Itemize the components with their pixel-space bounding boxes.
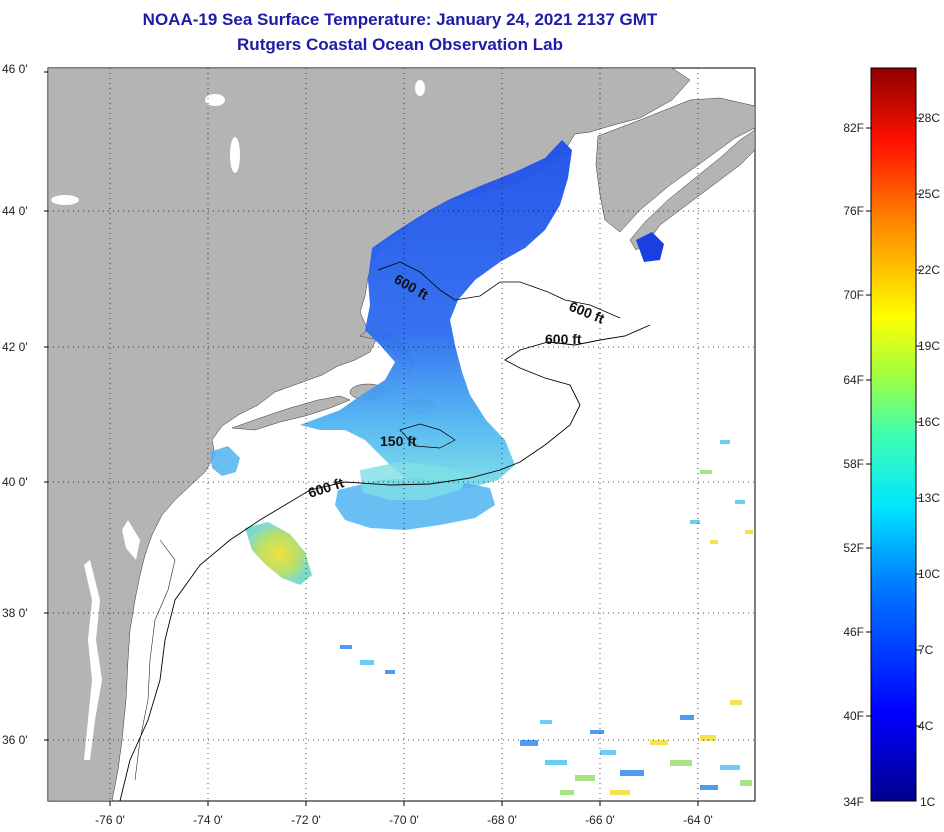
lon-label: -68 0' bbox=[487, 813, 517, 827]
colorbar-f-label: 64F bbox=[843, 373, 864, 387]
colorbar-f-label: 70F bbox=[843, 288, 864, 302]
lat-label: 42 0' bbox=[2, 340, 28, 354]
contour-label: 150 ft bbox=[380, 433, 417, 449]
colorbar-f-label: 34F bbox=[843, 795, 864, 809]
land-new-brunswick bbox=[595, 97, 755, 233]
axis-ticks bbox=[44, 71, 699, 806]
colorbar-c-label: 19C bbox=[918, 339, 940, 353]
colorbar-f-label: 58F bbox=[843, 457, 864, 471]
colorbar-f-label: 40F bbox=[843, 709, 864, 723]
colorbar-c-label: 13C bbox=[918, 491, 940, 505]
colorbar-f-label: 76F bbox=[843, 204, 864, 218]
lat-label: 38 0' bbox=[2, 606, 28, 620]
lon-label: -76 0' bbox=[95, 813, 125, 827]
lon-label: -74 0' bbox=[193, 813, 223, 827]
sst-shelf-cyan bbox=[360, 462, 470, 500]
contour-600ft bbox=[119, 324, 651, 801]
land-nova-scotia bbox=[629, 129, 755, 251]
lat-label: 46 0' bbox=[2, 62, 28, 76]
colorbar-ticks bbox=[866, 117, 921, 727]
land-long-island bbox=[231, 395, 351, 431]
lat-label: 36 0' bbox=[2, 733, 28, 747]
graticule bbox=[48, 68, 755, 801]
colorbar-f-label: 46F bbox=[843, 625, 864, 639]
colorbar-c-label: 7C bbox=[918, 643, 934, 657]
delaware-bay bbox=[122, 520, 140, 560]
sst-nj-shelf bbox=[210, 446, 240, 476]
colorbar bbox=[870, 67, 917, 802]
lat-label: 44 0' bbox=[2, 204, 28, 218]
sst-scatter-offshore bbox=[340, 440, 753, 795]
sst-fundy bbox=[636, 232, 664, 262]
lon-label: -70 0' bbox=[389, 813, 419, 827]
colorbar-f-label: 82F bbox=[843, 121, 864, 135]
colorbar-c-label: 4C bbox=[918, 719, 934, 733]
colorbar-f-label: 52F bbox=[843, 541, 864, 555]
sst-gulf-of-maine bbox=[300, 140, 572, 492]
lat-label: 40 0' bbox=[2, 475, 28, 489]
colorbar-c-label: 1C bbox=[920, 795, 936, 809]
colorbar-c-label: 10C bbox=[918, 567, 940, 581]
colorbar-c-label: 25C bbox=[918, 187, 940, 201]
colorbar-c-label: 16C bbox=[918, 415, 940, 429]
contour-150ft bbox=[399, 423, 456, 449]
map-title: NOAA-19 Sea Surface Temperature: January… bbox=[142, 10, 658, 29]
lon-label: -66 0' bbox=[585, 813, 615, 827]
lon-label: -64 0' bbox=[683, 813, 713, 827]
coast-detail bbox=[134, 539, 176, 781]
colorbar-c-label: 22C bbox=[918, 263, 940, 277]
sst-warm-eddy bbox=[245, 522, 312, 585]
lon-label: -72 0' bbox=[291, 813, 321, 827]
contour-label: 600 ft bbox=[545, 331, 582, 347]
chesapeake-bay bbox=[84, 560, 102, 760]
contour-600ft-gom bbox=[377, 261, 621, 319]
colorbar-c-label: 28C bbox=[918, 111, 940, 125]
map-subtitle: Rutgers Coastal Ocean Observation Lab bbox=[237, 35, 563, 54]
